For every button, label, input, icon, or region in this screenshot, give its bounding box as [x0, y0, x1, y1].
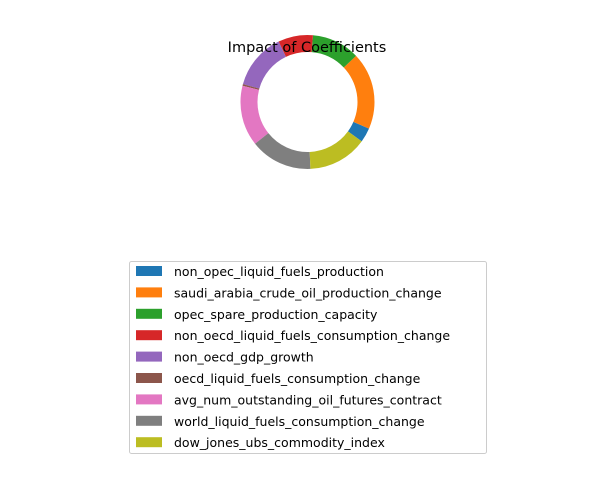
legend-swatch	[136, 415, 162, 426]
legend-item: non_oecd_gdp_growth	[136, 350, 314, 365]
legend-item: saudi_arabia_crude_oil_production_change	[136, 285, 442, 300]
legend-label: avg_num_outstanding_oil_futures_contract	[174, 392, 442, 407]
legend-label: non_oecd_gdp_growth	[174, 350, 314, 365]
legend-label: saudi_arabia_crude_oil_production_change	[174, 285, 442, 300]
legend-items: non_opec_liquid_fuels_production saudi_ar…	[136, 264, 450, 450]
legend-frame	[129, 261, 487, 454]
legend-label: oecd_liquid_fuels_consumption_change	[174, 371, 421, 386]
legend-swatch	[136, 266, 162, 276]
legend-label: non_opec_liquid_fuels_production	[174, 264, 384, 279]
legend-label: opec_spare_production_capacity	[174, 307, 378, 322]
donut-slice-saudi-arabia-crude-oil-production-change	[343, 55, 375, 129]
legend: non_opec_liquid_fuels_production saudi_ar…	[129, 261, 487, 454]
donut-slice-oecd-liquid-fuels-consumption-change	[242, 84, 260, 90]
donut-slice-non-oecd-liquid-fuels-consumption-change	[278, 34, 313, 57]
chart-title: Impact of Coefficients	[228, 40, 387, 56]
legend-swatch	[136, 373, 162, 383]
donut-slices	[240, 34, 375, 170]
legend-item: avg_num_outstanding_oil_futures_contract	[136, 392, 442, 407]
donut-slice-dow-jones-ubs-commodity-index	[309, 131, 362, 169]
legend-swatch	[136, 308, 162, 319]
legend-item: non_oecd_liquid_fuels_consumption_change	[136, 328, 450, 343]
donut-slice-world-liquid-fuels-consumption-change	[255, 133, 311, 170]
legend-swatch	[136, 351, 162, 362]
legend-item: non_opec_liquid_fuels_production	[136, 264, 384, 279]
legend-label: non_oecd_liquid_fuels_consumption_change	[174, 328, 450, 343]
legend-label: dow_jones_ubs_commodity_index	[174, 435, 385, 450]
legend-item: dow_jones_ubs_commodity_index	[136, 435, 385, 450]
legend-label: world_liquid_fuels_consumption_change	[174, 414, 425, 429]
legend-item: oecd_liquid_fuels_consumption_change	[136, 371, 421, 386]
donut-slice-non-opec-liquid-fuels-production	[347, 121, 369, 142]
legend-swatch	[136, 437, 162, 448]
legend-swatch	[136, 330, 162, 341]
legend-item: world_liquid_fuels_consumption_change	[136, 414, 425, 429]
donut-slice-opec-spare-production-capacity	[311, 35, 357, 68]
legend-item: opec_spare_production_capacity	[136, 307, 378, 322]
legend-swatch	[136, 394, 162, 405]
donut-slice-non-oecd-gdp-growth	[242, 41, 286, 89]
donut-slice-avg-num-outstanding-oil-futures-contract	[240, 85, 269, 144]
legend-swatch	[136, 287, 162, 298]
